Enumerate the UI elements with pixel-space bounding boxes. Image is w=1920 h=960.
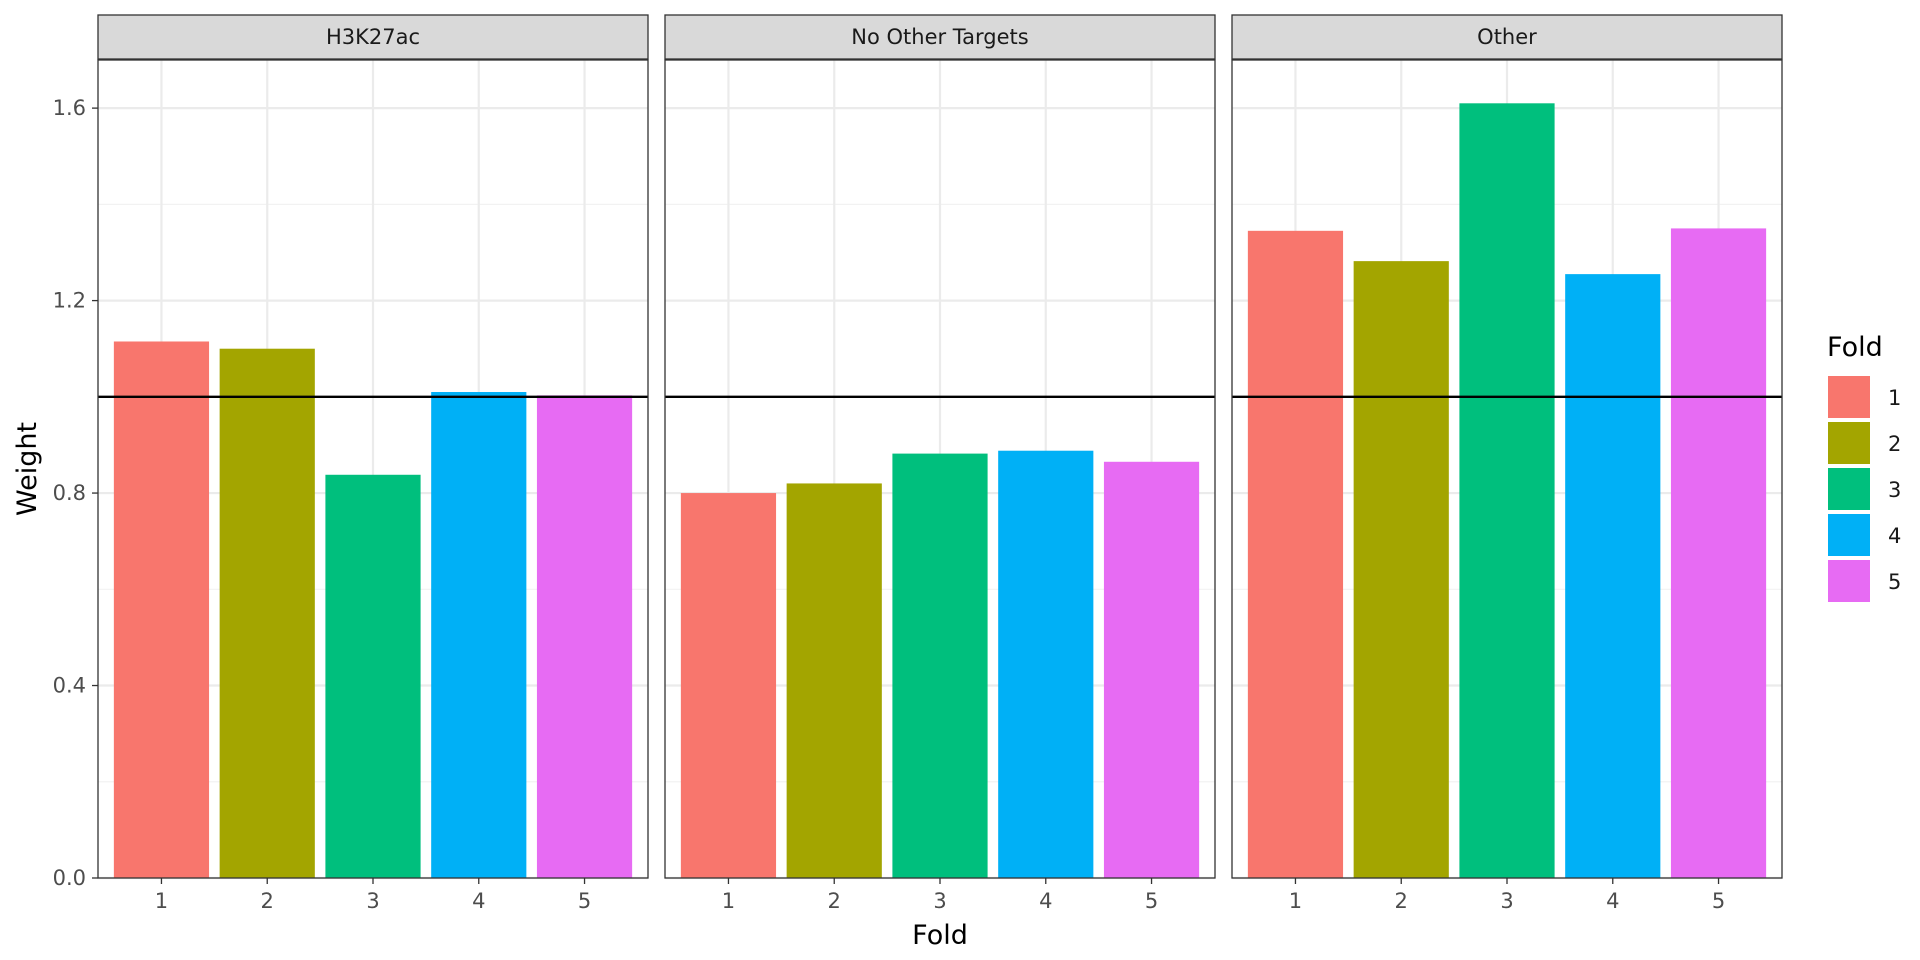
bar-other-fold-5 — [1670, 228, 1767, 879]
x-tick-label: 2 — [1395, 889, 1408, 913]
y-axis: 0.0 0.4 0.8 1.2 1.6 — [53, 96, 98, 890]
facet-strip-label: Other — [1477, 25, 1537, 49]
legend-key-fold-5 — [1828, 560, 1870, 602]
y-axis-title: Weight — [12, 422, 43, 516]
legend-label-fold-5: 5 — [1888, 570, 1901, 594]
bar-no-other-targets-fold-3 — [892, 453, 988, 878]
y-tick-label: 0.4 — [53, 674, 86, 698]
bar-other-fold-3 — [1459, 103, 1555, 878]
bar-no-other-targets-fold-4 — [998, 450, 1094, 878]
x-tick-label: 5 — [578, 889, 591, 913]
facet-panel-3: Other 1 2 3 4 5 — [1231, 14, 1783, 913]
facet-panels: H3K27ac 1 2 3 4 5 No Other Targets 1 2 3 4 5 Other 1 2… — [97, 14, 1783, 913]
x-tick-label: 5 — [1145, 889, 1158, 913]
legend-key-fold-2 — [1828, 422, 1870, 464]
x-tick-label: 4 — [472, 889, 485, 913]
x-tick-label: 1 — [722, 889, 735, 913]
bar-h3k27ac-fold-3 — [325, 474, 421, 878]
legend-key-fold-1 — [1828, 376, 1870, 418]
legend-key-fold-3 — [1828, 468, 1870, 510]
legend-title: Fold — [1827, 332, 1883, 363]
x-tick-label: 3 — [933, 889, 946, 913]
bar-no-other-targets-fold-2 — [786, 483, 882, 878]
x-tick-label: 3 — [366, 889, 379, 913]
bar-h3k27ac-fold-1 — [113, 341, 210, 878]
facet-strip — [664, 14, 1216, 60]
x-axis-title: Fold — [912, 920, 968, 951]
x-tick-label: 2 — [261, 889, 274, 913]
y-tick-label: 1.6 — [53, 96, 86, 120]
x-tick-label: 1 — [155, 889, 168, 913]
facet-strip-label: H3K27ac — [326, 25, 420, 49]
legend-key-fold-4 — [1828, 514, 1870, 556]
facet-panel-2: No Other Targets 1 2 3 4 5 — [664, 14, 1216, 913]
x-tick-label: 4 — [1039, 889, 1052, 913]
bar-other-fold-1 — [1247, 230, 1344, 879]
facet-strip — [97, 14, 649, 60]
bar-h3k27ac-fold-4 — [431, 392, 527, 878]
bar-no-other-targets-fold-1 — [680, 493, 777, 878]
facet-strip-label: No Other Targets — [851, 25, 1028, 49]
x-tick-label: 2 — [828, 889, 841, 913]
legend-label-fold-3: 3 — [1888, 478, 1901, 502]
bar-h3k27ac-fold-5 — [536, 395, 633, 878]
x-tick-label: 1 — [1289, 889, 1302, 913]
facet-strip — [1231, 14, 1783, 60]
facet-panel-1: H3K27ac 1 2 3 4 5 — [97, 14, 649, 913]
legend: Fold 1 2 3 4 5 — [1827, 332, 1901, 602]
legend-label-fold-1: 1 — [1888, 386, 1901, 410]
bar-no-other-targets-fold-5 — [1103, 461, 1200, 878]
y-tick-label: 0.8 — [53, 481, 86, 505]
x-tick-label: 5 — [1712, 889, 1725, 913]
legend-label-fold-4: 4 — [1888, 524, 1901, 548]
bar-other-fold-4 — [1565, 274, 1661, 878]
x-tick-label: 3 — [1500, 889, 1513, 913]
bar-h3k27ac-fold-2 — [219, 348, 315, 878]
x-tick-label: 4 — [1606, 889, 1619, 913]
y-tick-label: 1.2 — [53, 289, 86, 313]
bar-other-fold-2 — [1353, 261, 1449, 878]
y-tick-label: 0.0 — [53, 866, 86, 890]
legend-label-fold-2: 2 — [1888, 432, 1901, 456]
